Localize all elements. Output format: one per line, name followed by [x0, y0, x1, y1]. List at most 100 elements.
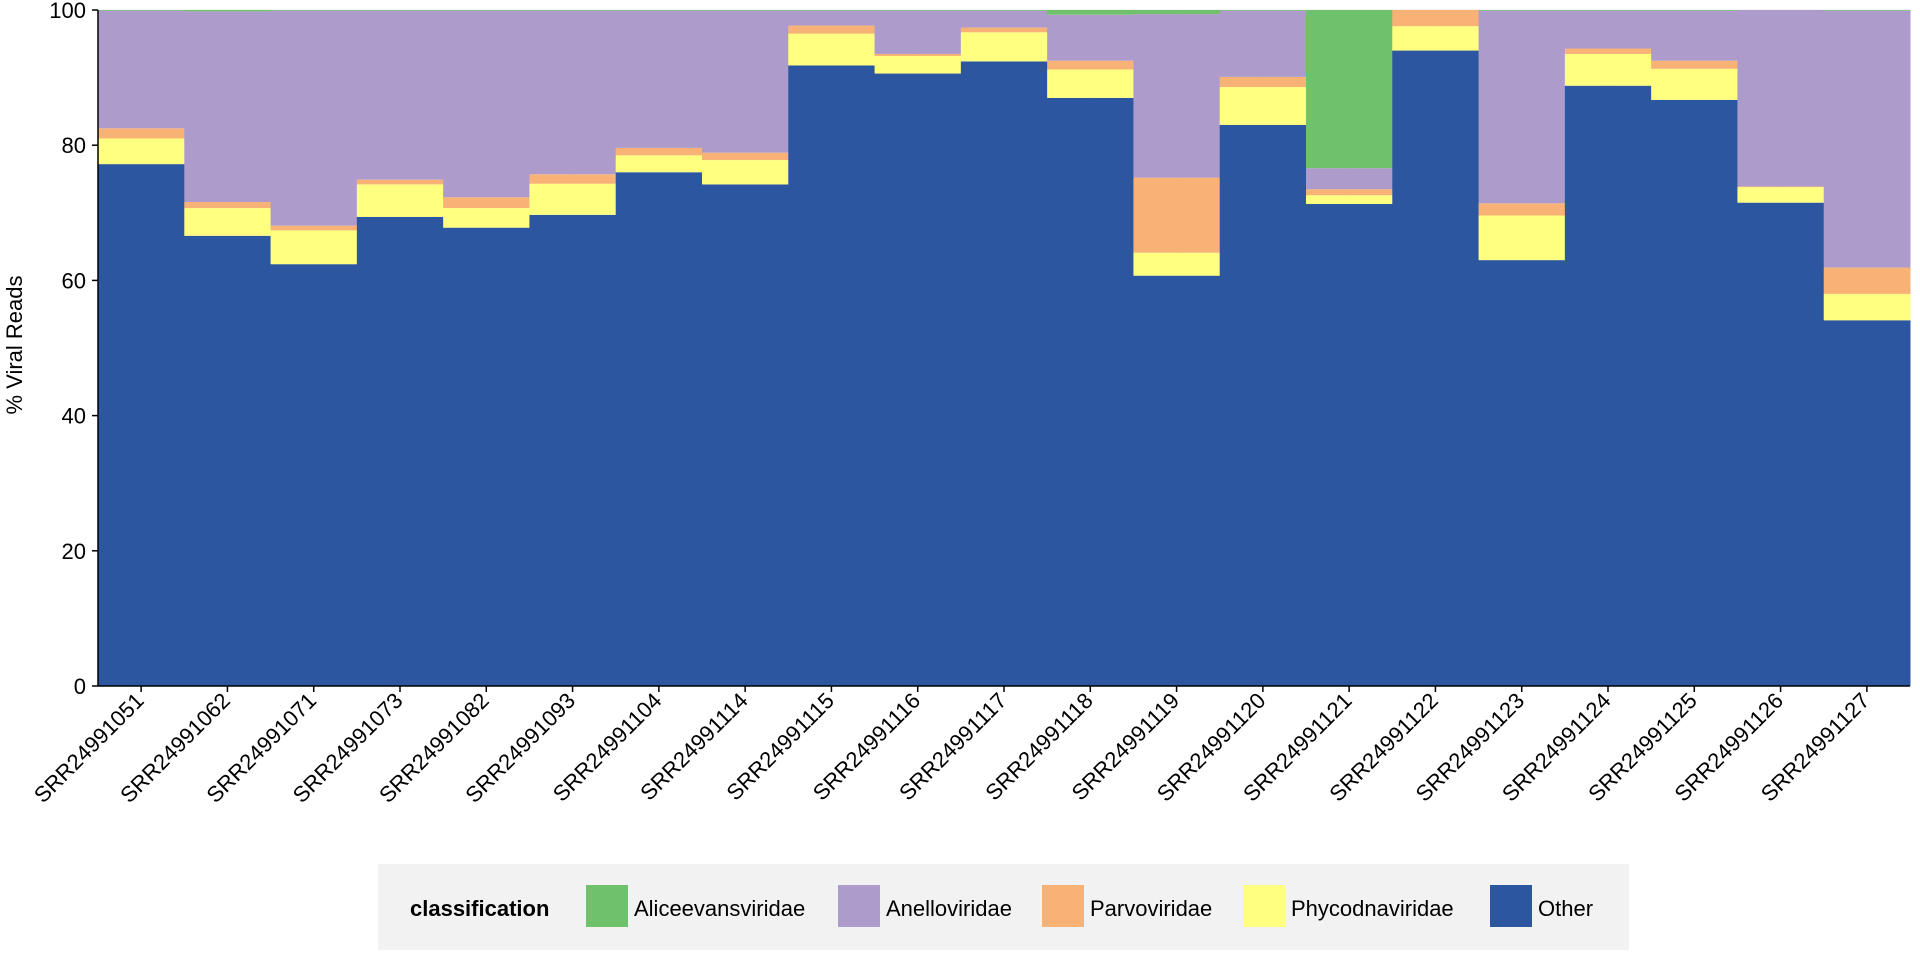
- bar-segment-other: [1047, 97, 1134, 686]
- bar-segment-anelloviridae: [1133, 14, 1221, 178]
- bar-segment-aliceevansviridae: [356, 10, 444, 11]
- bars: [98, 10, 1911, 687]
- bar-segment-aliceevansviridae: [1478, 10, 1566, 11]
- bar-segment-parvoviridae: [788, 25, 876, 34]
- bar-segment-phycodnaviridae: [702, 160, 789, 185]
- bar-segment-parvoviridae: [1651, 60, 1738, 69]
- bar-segment-aliceevansviridae: [184, 10, 272, 12]
- bar-segment-phycodnaviridae: [615, 155, 703, 173]
- bar-segment-phycodnaviridae: [443, 208, 530, 228]
- bar-segment-phycodnaviridae: [874, 55, 962, 74]
- bar-segment-aliceevansviridae: [615, 10, 703, 11]
- legend-label-anelloviridae: Anelloviridae: [886, 896, 1012, 921]
- bar-segment-aliceevansviridae: [1133, 10, 1221, 15]
- bar-segment-aliceevansviridae: [1651, 10, 1738, 11]
- bar-segment-aliceevansviridae: [443, 10, 530, 11]
- bar-segment-other: [356, 216, 444, 686]
- bar-segment-other: [443, 227, 530, 686]
- bar-segment-aliceevansviridae: [702, 10, 789, 11]
- bar-segment-other: [788, 65, 876, 686]
- y-tick-label: 0: [74, 674, 86, 699]
- legend: classification Aliceevansviridae Anellovi…: [378, 864, 1629, 950]
- bar-segment-aliceevansviridae: [1219, 10, 1307, 11]
- bar-segment-anelloviridae: [443, 10, 530, 198]
- bar-segment-phycodnaviridae: [270, 230, 358, 265]
- bar-segment-other: [702, 184, 789, 686]
- bar-segment-anelloviridae: [1564, 10, 1652, 49]
- bar-segment-other: [1219, 124, 1307, 687]
- bar-segment-parvoviridae: [443, 197, 530, 209]
- legend-swatch-anelloviridae: [838, 885, 880, 927]
- bar-segment-phycodnaviridae: [788, 33, 876, 66]
- bar-segment-aliceevansviridae: [788, 10, 876, 11]
- y-tick-label: 20: [62, 539, 86, 564]
- bar-segment-other: [960, 61, 1048, 687]
- bar-segment-phycodnaviridae: [1047, 69, 1134, 98]
- bar-segment-anelloviridae: [529, 10, 617, 175]
- bar-segment-aliceevansviridae: [1564, 10, 1652, 11]
- bar-segment-anelloviridae: [1651, 10, 1738, 61]
- legend-swatch-aliceevansviridae: [586, 885, 628, 927]
- bar-segment-anelloviridae: [184, 11, 272, 202]
- legend-label-phycodnaviridae: Phycodnaviridae: [1291, 896, 1454, 921]
- bar-segment-phycodnaviridae: [1133, 252, 1221, 276]
- bar-segment-other: [184, 235, 272, 686]
- bar-segment-phycodnaviridae: [1737, 187, 1825, 203]
- bar-segment-other: [1564, 85, 1652, 687]
- legend-swatch-parvoviridae: [1042, 885, 1084, 927]
- legend-title: classification: [410, 896, 549, 921]
- bar-segment-other: [1306, 204, 1393, 686]
- bar-segment-phycodnaviridae: [1478, 215, 1566, 261]
- bar-segment-other: [98, 164, 185, 687]
- bar-segment-parvoviridae: [1823, 267, 1911, 294]
- bar-segment-anelloviridae: [98, 10, 185, 129]
- bar-segment-parvoviridae: [356, 179, 444, 185]
- bar-segment-parvoviridae: [529, 174, 617, 184]
- bar-segment-other: [270, 264, 358, 686]
- bar-segment-other: [874, 73, 962, 686]
- bar-segment-parvoviridae: [1737, 186, 1825, 188]
- bar-segment-phycodnaviridae: [1392, 26, 1480, 51]
- y-tick-label: 40: [62, 404, 86, 429]
- bar-segment-anelloviridae: [270, 10, 358, 226]
- legend-swatch-phycodnaviridae: [1243, 885, 1285, 927]
- bar-segment-anelloviridae: [874, 10, 962, 54]
- bar-segment-phycodnaviridae: [184, 208, 272, 236]
- bar-segment-parvoviridae: [1133, 177, 1221, 253]
- bar-segment-other: [1823, 320, 1911, 686]
- bar-segment-other: [1737, 202, 1825, 686]
- bar-segment-aliceevansviridae: [1823, 10, 1911, 11]
- bar-segment-anelloviridae: [960, 10, 1048, 28]
- bar-segment-anelloviridae: [1737, 10, 1825, 187]
- bar-segment-other: [1651, 99, 1738, 686]
- bar-segment-aliceevansviridae: [529, 10, 617, 11]
- y-tick-label: 60: [62, 268, 86, 293]
- bar-segment-anelloviridae: [1306, 168, 1393, 190]
- legend-label-other: Other: [1538, 896, 1593, 921]
- bar-segment-phycodnaviridae: [1823, 293, 1911, 321]
- bar-segment-aliceevansviridae: [1047, 10, 1134, 15]
- bar-segment-parvoviridae: [184, 201, 272, 209]
- bar-segment-parvoviridae: [960, 27, 1048, 33]
- bar-segment-other: [1392, 50, 1480, 687]
- legend-label-aliceevansviridae: Aliceevansviridae: [634, 896, 805, 921]
- bar-segment-anelloviridae: [1478, 10, 1566, 204]
- bar-segment-aliceevansviridae: [98, 10, 185, 11]
- bar-segment-anelloviridae: [1219, 10, 1307, 77]
- bar-segment-parvoviridae: [1306, 189, 1393, 196]
- bar-segment-phycodnaviridae: [960, 32, 1048, 62]
- bar-segment-other: [615, 172, 703, 687]
- bar-segment-anelloviridae: [356, 10, 444, 180]
- bar-segment-parvoviridae: [270, 225, 358, 231]
- bar-segment-parvoviridae: [1478, 203, 1566, 216]
- bar-segment-parvoviridae: [1392, 10, 1480, 27]
- bar-segment-aliceevansviridae: [960, 10, 1048, 11]
- bar-segment-phycodnaviridae: [1564, 53, 1652, 86]
- bar-segment-other: [1478, 260, 1566, 686]
- bar-segment-other: [1133, 275, 1221, 686]
- bar-segment-parvoviridae: [1219, 76, 1307, 88]
- y-axis-title: % Viral Reads: [2, 276, 27, 415]
- bar-segment-other: [529, 214, 617, 686]
- bar-segment-phycodnaviridae: [1219, 87, 1307, 125]
